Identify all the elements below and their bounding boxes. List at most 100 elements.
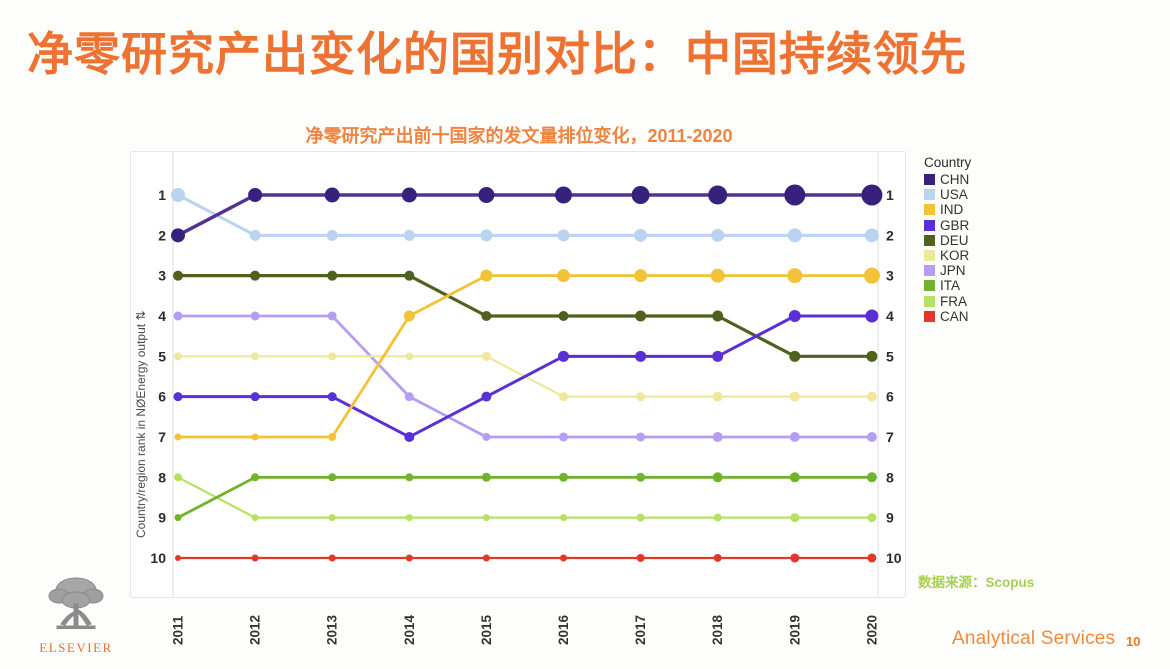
rank-tick-right-6: 6 — [886, 389, 894, 405]
data-point-fra-2012 — [251, 514, 259, 522]
data-point-usa-2019 — [787, 228, 802, 243]
legend-swatch-ind — [924, 204, 935, 216]
data-point-chn-2011 — [171, 228, 185, 243]
data-point-deu-2016 — [558, 310, 569, 321]
elsevier-tree-icon — [48, 577, 104, 629]
plot-panel — [130, 151, 906, 598]
legend-label: CAN — [940, 308, 969, 324]
data-point-usa-2017 — [634, 228, 648, 242]
data-point-ita-2016 — [559, 472, 568, 482]
data-point-deu-2019 — [789, 350, 801, 362]
x-tick-2020: 2020 — [864, 615, 879, 645]
rank-tick-right-5: 5 — [886, 348, 894, 364]
data-point-deu-2017 — [635, 310, 647, 322]
data-point-ita-2014 — [405, 473, 414, 482]
legend-swatch-can — [924, 310, 935, 322]
data-point-usa-2011 — [171, 188, 185, 202]
data-point-ita-2019 — [789, 472, 800, 483]
page-title: 净零研究产出变化的国别对比：中国持续领先 — [27, 28, 967, 80]
legend-swatch-ita — [924, 280, 935, 292]
series-line-gbr — [178, 314, 872, 439]
data-point-usa-2018 — [711, 228, 725, 242]
elsevier-wordmark: ELSEVIER — [39, 640, 113, 655]
data-point-ind-2011 — [174, 433, 182, 441]
data-point-chn-2018 — [708, 185, 728, 205]
rank-tick-left-9: 9 — [158, 510, 166, 526]
x-tick-2014: 2014 — [402, 614, 417, 645]
data-point-deu-2011 — [173, 270, 183, 281]
data-point-deu-2020 — [866, 350, 878, 362]
data-point-fra-2018 — [713, 513, 722, 522]
legend-item-ita: ITA — [924, 278, 1044, 293]
legend-label: GBR — [940, 217, 970, 233]
data-point-kor-2018 — [712, 391, 723, 402]
series-line-ind — [178, 274, 872, 439]
legend-item-fra: FRA — [924, 294, 1044, 309]
data-point-jpn-2017 — [636, 432, 646, 442]
legend-label: CHN — [940, 172, 970, 188]
x-tick-2011: 2011 — [171, 615, 186, 645]
legend-label: ITA — [940, 278, 960, 294]
data-point-kor-2012 — [251, 352, 260, 361]
data-point-chn-2016 — [555, 186, 572, 204]
legend-item-deu: DEU — [924, 233, 1044, 248]
data-point-ind-2019 — [787, 268, 803, 284]
legend-label: FRA — [940, 293, 967, 309]
rank-tick-left-10: 10 — [150, 550, 166, 566]
legend-swatch-gbr — [924, 219, 935, 231]
data-point-ita-2011 — [174, 514, 182, 522]
data-point-fra-2017 — [636, 513, 645, 522]
data-point-chn-2014 — [401, 187, 417, 203]
data-point-fra-2014 — [405, 514, 413, 522]
rank-tick-left-3: 3 — [158, 268, 166, 284]
data-point-ita-2015 — [481, 472, 491, 482]
data-point-can-2017 — [636, 553, 645, 562]
data-point-can-2016 — [560, 554, 567, 562]
data-point-kor-2013 — [328, 352, 337, 361]
legend-label: KOR — [940, 248, 970, 264]
x-tick-2017: 2017 — [633, 615, 648, 645]
data-point-can-2013 — [328, 554, 336, 562]
rank-tick-right-1: 1 — [886, 187, 894, 203]
legend-item-gbr: GBR — [924, 218, 1044, 233]
legend-label: USA — [940, 187, 968, 203]
rank-tick-right-2: 2 — [886, 227, 894, 243]
legend-item-chn: CHN — [924, 172, 1044, 187]
legend-swatch-chn — [924, 174, 935, 186]
data-point-usa-2012 — [249, 229, 261, 241]
data-point-can-2019 — [790, 553, 800, 563]
x-tick-2016: 2016 — [556, 614, 571, 645]
data-point-gbr-2017 — [635, 350, 647, 362]
data-source-note: 数据来源：Scopus — [918, 575, 1035, 590]
data-point-ind-2017 — [634, 269, 648, 283]
data-point-ind-2016 — [557, 269, 570, 283]
x-tick-2013: 2013 — [325, 614, 340, 645]
data-point-chn-2013 — [324, 187, 340, 203]
rank-tick-left-7: 7 — [158, 429, 166, 445]
data-point-ind-2012 — [251, 433, 259, 441]
data-point-gbr-2011 — [173, 392, 183, 402]
rank-tick-right-10: 10 — [886, 550, 902, 566]
data-point-deu-2012 — [250, 270, 261, 281]
data-point-jpn-2019 — [789, 431, 800, 442]
data-point-jpn-2016 — [559, 432, 568, 442]
legend-item-usa: USA — [924, 187, 1044, 202]
data-point-kor-2019 — [789, 391, 800, 402]
y-axis-label: Country/region rank in NØEnergy output ⇅ — [134, 310, 148, 538]
data-point-deu-2014 — [404, 270, 415, 281]
rank-tick-left-1: 1 — [158, 187, 166, 203]
series-line-jpn — [178, 314, 872, 439]
data-point-kor-2016 — [559, 392, 568, 402]
data-point-chn-2017 — [631, 186, 650, 204]
rank-tick-right-4: 4 — [886, 308, 894, 324]
data-point-gbr-2019 — [788, 309, 801, 322]
data-point-can-2020 — [867, 553, 877, 563]
legend-swatch-deu — [924, 234, 935, 246]
data-point-fra-2013 — [328, 514, 336, 522]
data-point-ind-2018 — [710, 268, 725, 283]
data-point-ita-2017 — [636, 472, 646, 482]
data-point-deu-2015 — [481, 310, 492, 321]
chart-legend: Country CHN USA IND GBR DEU KOR JPN ITA FRA CAN — [924, 155, 1044, 324]
data-point-ita-2018 — [712, 472, 723, 483]
rank-tick-right-3: 3 — [886, 268, 894, 284]
